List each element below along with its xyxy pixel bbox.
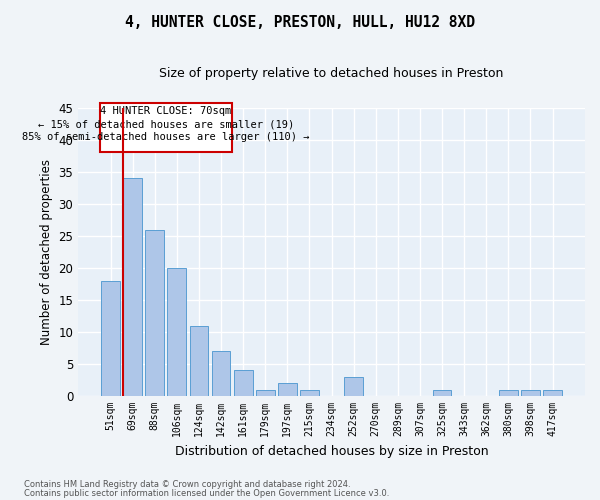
Text: 4, HUNTER CLOSE, PRESTON, HULL, HU12 8XD: 4, HUNTER CLOSE, PRESTON, HULL, HU12 8XD	[125, 15, 475, 30]
Bar	[123, 178, 142, 396]
Text: 85% of semi-detached houses are larger (110) →: 85% of semi-detached houses are larger (…	[22, 132, 310, 142]
Text: 4 HUNTER CLOSE: 70sqm: 4 HUNTER CLOSE: 70sqm	[100, 106, 232, 116]
Bar	[278, 384, 297, 396]
Bar	[100, 103, 232, 152]
Bar	[300, 390, 319, 396]
Bar	[212, 352, 230, 396]
Bar	[499, 390, 518, 396]
Bar	[145, 230, 164, 396]
Text: Contains public sector information licensed under the Open Government Licence v3: Contains public sector information licen…	[24, 488, 389, 498]
X-axis label: Distribution of detached houses by size in Preston: Distribution of detached houses by size …	[175, 444, 488, 458]
Bar	[101, 281, 120, 396]
Bar	[543, 390, 562, 396]
Bar	[521, 390, 540, 396]
Text: ← 15% of detached houses are smaller (19): ← 15% of detached houses are smaller (19…	[38, 119, 294, 129]
Bar	[433, 390, 451, 396]
Bar	[344, 377, 363, 396]
Y-axis label: Number of detached properties: Number of detached properties	[40, 159, 53, 345]
Bar	[190, 326, 208, 396]
Title: Size of property relative to detached houses in Preston: Size of property relative to detached ho…	[160, 68, 504, 80]
Bar	[256, 390, 275, 396]
Bar	[167, 268, 186, 396]
Text: Contains HM Land Registry data © Crown copyright and database right 2024.: Contains HM Land Registry data © Crown c…	[24, 480, 350, 489]
Bar	[234, 370, 253, 396]
